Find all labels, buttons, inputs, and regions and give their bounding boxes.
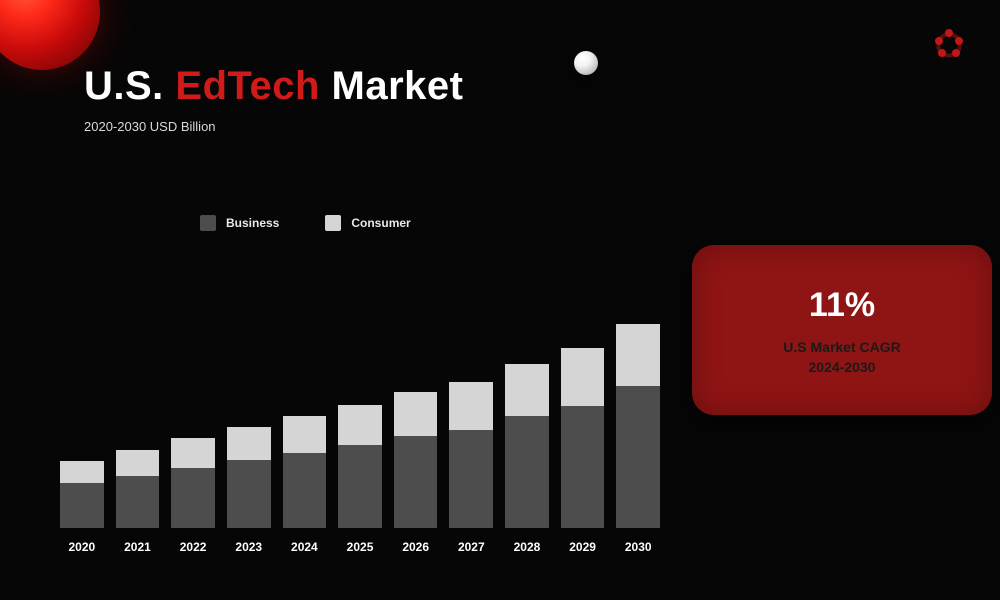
bar-segment-consumer bbox=[505, 364, 549, 416]
chart-title: U.S. EdTech Market bbox=[84, 64, 463, 109]
chart-legend: Business Consumer bbox=[200, 215, 411, 231]
bar-group bbox=[616, 324, 660, 528]
bar-group bbox=[171, 438, 215, 528]
bar-segment-consumer bbox=[394, 392, 438, 436]
bar-segment-business bbox=[60, 483, 104, 528]
bar-segment-business bbox=[227, 460, 271, 528]
bar-segment-business bbox=[116, 476, 160, 528]
bar-segment-consumer bbox=[338, 405, 382, 445]
x-tick: 2026 bbox=[394, 540, 438, 554]
bar-segment-consumer bbox=[227, 427, 271, 460]
bar-group bbox=[338, 405, 382, 528]
brand-logo bbox=[932, 28, 966, 62]
x-tick: 2022 bbox=[171, 540, 215, 554]
bar-group bbox=[116, 450, 160, 528]
bar-segment-consumer bbox=[449, 382, 493, 430]
cagr-value: 11% bbox=[809, 286, 875, 325]
red-sphere-decoration bbox=[0, 0, 100, 70]
bar-group bbox=[394, 392, 438, 528]
title-part: EdTech bbox=[175, 64, 320, 108]
bar-segment-consumer bbox=[116, 450, 160, 476]
x-tick: 2025 bbox=[338, 540, 382, 554]
chart-area: 2020202120222023202420252026202720282029… bbox=[60, 300, 660, 530]
x-tick: 2021 bbox=[116, 540, 160, 554]
bar-group bbox=[505, 364, 549, 528]
legend-swatch bbox=[200, 215, 216, 231]
bar-group bbox=[449, 382, 493, 528]
x-tick: 2024 bbox=[283, 540, 327, 554]
bar-group bbox=[60, 461, 104, 528]
bar-segment-consumer bbox=[283, 416, 327, 453]
x-tick: 2030 bbox=[616, 540, 660, 554]
x-tick: 2020 bbox=[60, 540, 104, 554]
cagr-line-1: U.S Market CAGR bbox=[783, 339, 900, 355]
title-part: Market bbox=[320, 64, 464, 108]
cagr-card: 11% U.S Market CAGR 2024-2030 bbox=[692, 245, 992, 415]
bar-segment-consumer bbox=[60, 461, 104, 483]
legend-swatch bbox=[325, 215, 341, 231]
bar-segment-consumer bbox=[561, 348, 605, 406]
bar-segment-business bbox=[171, 468, 215, 528]
header: U.S. EdTech Market 2020-2030 USD Billion bbox=[84, 64, 463, 134]
legend-item: Business bbox=[200, 215, 279, 231]
bar-segment-business bbox=[561, 406, 605, 528]
bar-segment-business bbox=[338, 445, 382, 528]
bar-segment-business bbox=[394, 436, 438, 528]
x-tick: 2023 bbox=[227, 540, 271, 554]
bar-segment-business bbox=[283, 453, 327, 528]
bar-group bbox=[561, 348, 605, 528]
x-tick: 2029 bbox=[561, 540, 605, 554]
bar-segment-consumer bbox=[616, 324, 660, 386]
bar-segment-consumer bbox=[171, 438, 215, 468]
bar-segment-business bbox=[505, 416, 549, 528]
bar-group bbox=[227, 427, 271, 528]
chart-subtitle: 2020-2030 USD Billion bbox=[84, 119, 463, 134]
chart-plot bbox=[60, 300, 660, 530]
chart-x-axis: 2020 2021 2022 2023 2024 2025 2026 2027 2028 2029… bbox=[60, 540, 660, 554]
legend-label: Business bbox=[226, 216, 279, 230]
x-tick: 2028 bbox=[505, 540, 549, 554]
white-sphere-decoration bbox=[574, 51, 598, 75]
legend-label: Consumer bbox=[351, 216, 410, 230]
legend-item: Consumer bbox=[325, 215, 410, 231]
cagr-line-2: 2024-2030 bbox=[809, 359, 876, 375]
title-part: U.S. bbox=[84, 64, 175, 108]
bar-segment-business bbox=[449, 430, 493, 528]
x-tick: 2027 bbox=[449, 540, 493, 554]
bar-segment-business bbox=[616, 386, 660, 528]
bar-group bbox=[283, 416, 327, 528]
